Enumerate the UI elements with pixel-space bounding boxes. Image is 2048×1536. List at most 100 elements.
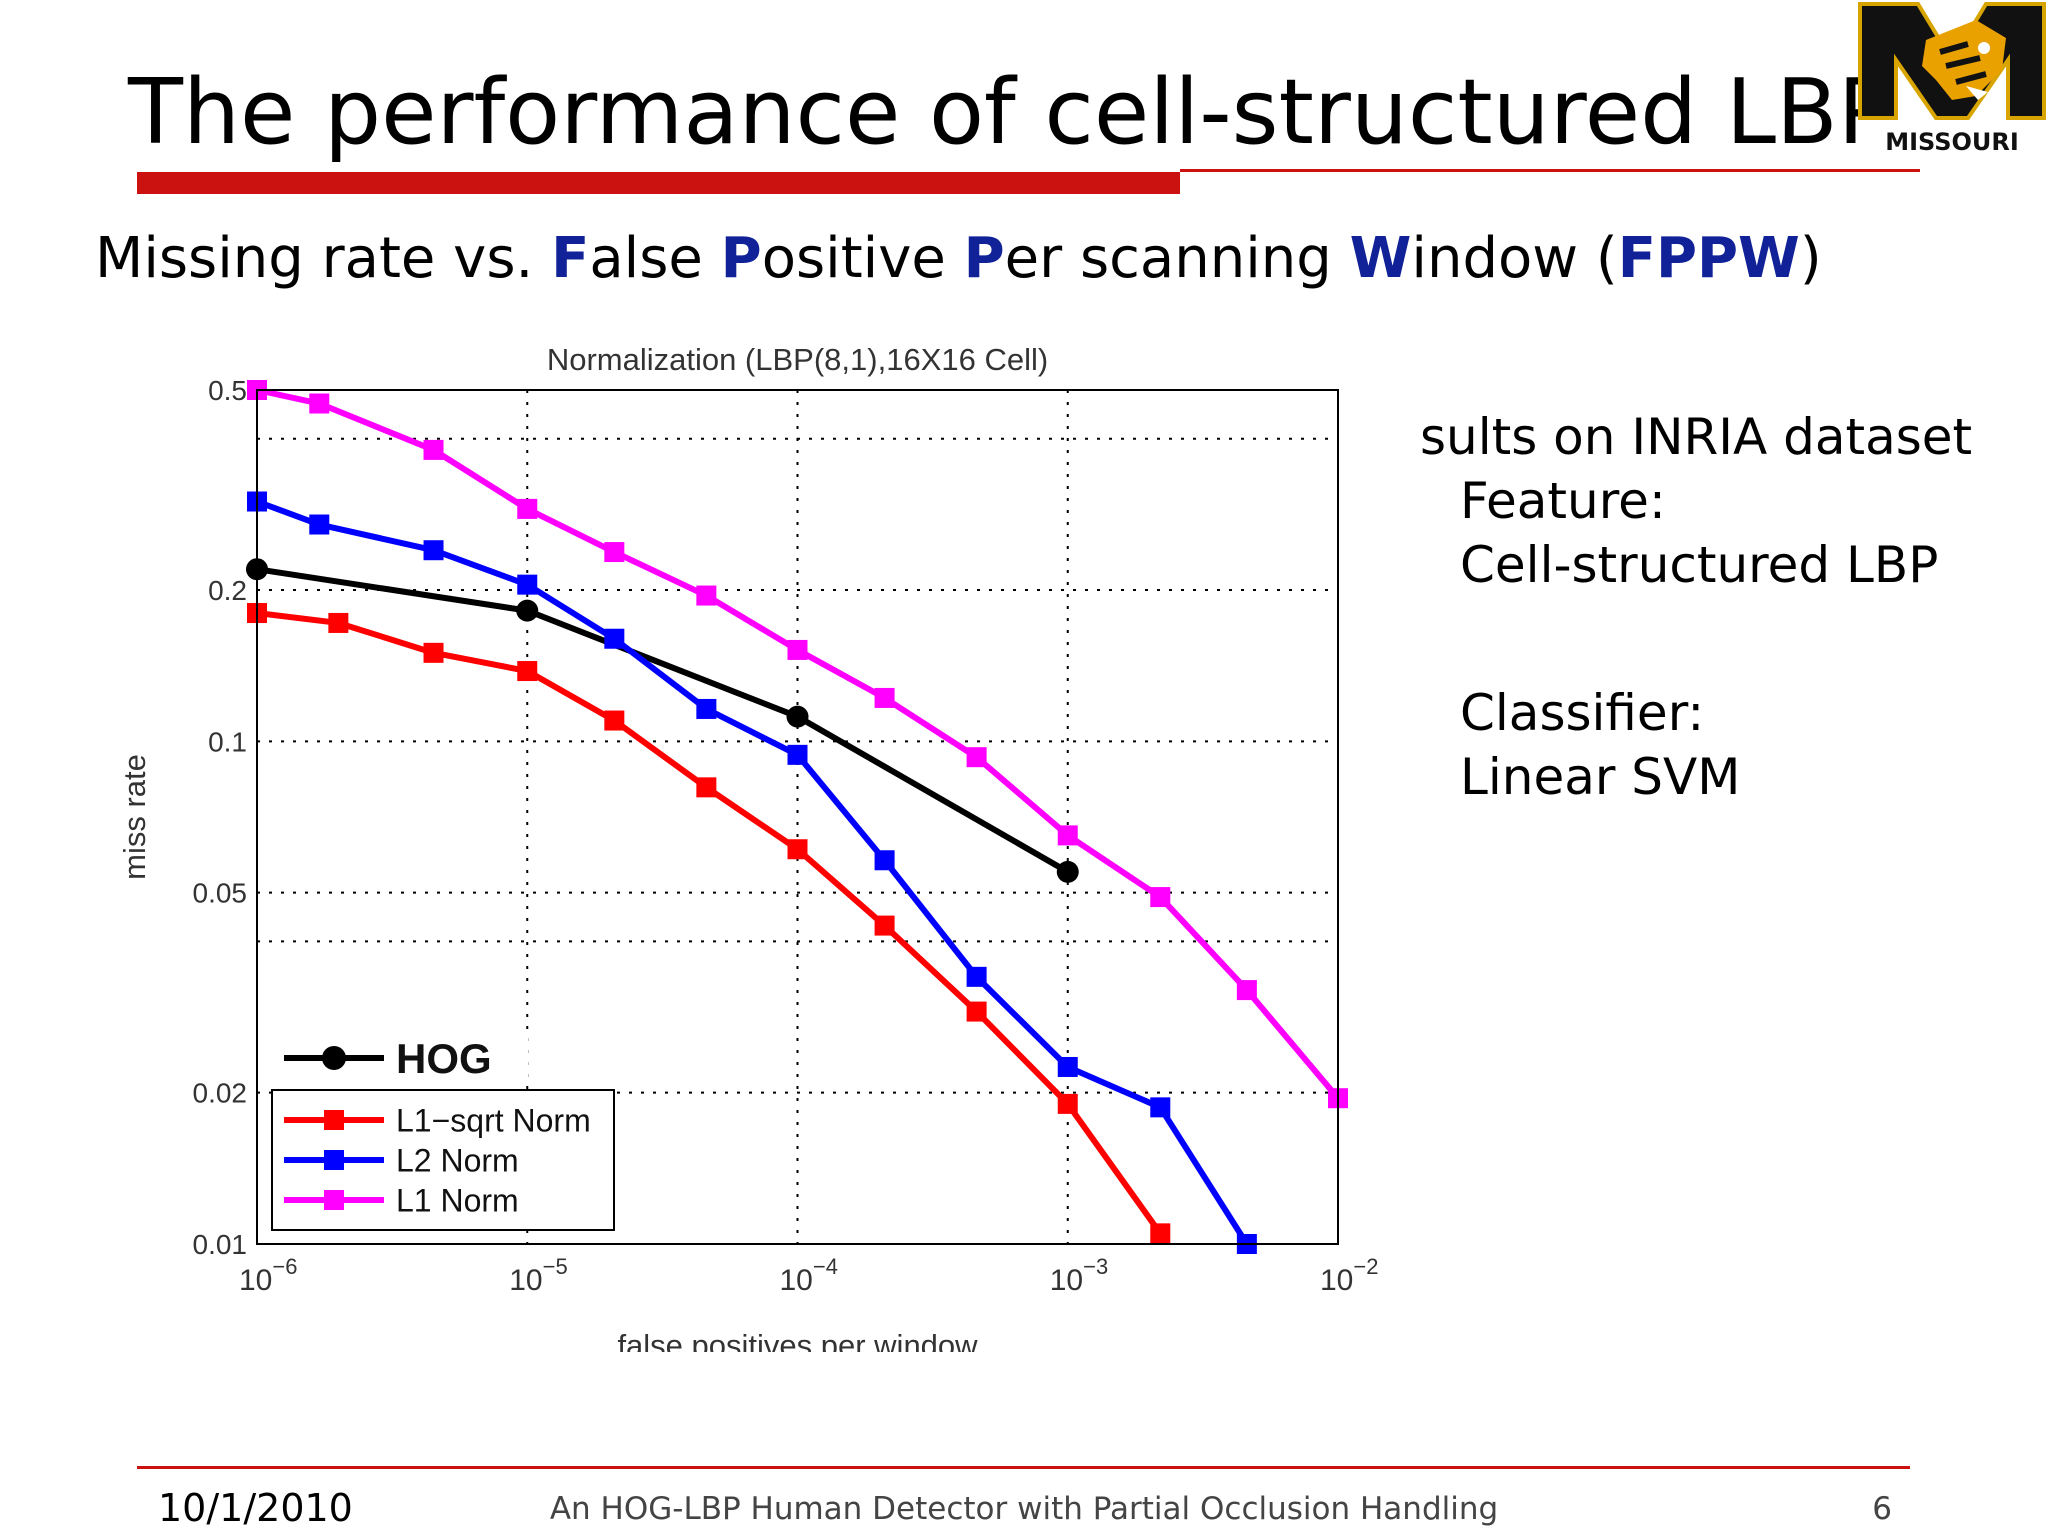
data-point bbox=[1056, 860, 1079, 883]
data-point bbox=[966, 966, 987, 987]
x-tick-base: 10 bbox=[1050, 1264, 1083, 1297]
legend-marker bbox=[324, 1150, 344, 1170]
data-point bbox=[309, 393, 330, 414]
subtitle-text: Missing rate vs. bbox=[95, 226, 552, 291]
data-point bbox=[1150, 1223, 1171, 1244]
slide-title: The performance of cell-structured LBP bbox=[128, 60, 1893, 165]
title-underline-thin bbox=[1180, 169, 1920, 172]
series-line bbox=[256, 566, 1070, 875]
side-notes: sults on INRIA dataset Feature: Cell-str… bbox=[1420, 405, 2040, 809]
x-tick-label: 10−6 bbox=[239, 1254, 297, 1297]
performance-chart: 0.010.020.050.10.20.510−6 10−5 10−4 10−3 10−… bbox=[120, 342, 1379, 1352]
x-tick-base: 10 bbox=[509, 1264, 542, 1297]
x-axis-label: false positives per window bbox=[617, 1328, 978, 1352]
logo-wordmark: MISSOURI bbox=[1885, 128, 2019, 156]
x-tick-base: 10 bbox=[1320, 1264, 1353, 1297]
x-tick-exponent: −5 bbox=[543, 1254, 568, 1279]
subtitle-highlight: F bbox=[551, 226, 590, 291]
data-point bbox=[423, 540, 444, 561]
data-point bbox=[517, 498, 538, 519]
side-gap bbox=[1420, 597, 2040, 681]
data-point bbox=[874, 850, 895, 871]
subtitle-highlight: FPPW bbox=[1617, 226, 1800, 291]
feature-label: Feature: bbox=[1460, 472, 1666, 530]
data-point bbox=[604, 628, 625, 649]
data-point bbox=[1236, 980, 1257, 1001]
y-tick-label: 0.5 bbox=[208, 375, 247, 406]
data-point bbox=[696, 698, 717, 719]
x-tick-exponent: −4 bbox=[813, 1254, 838, 1279]
legend-marker bbox=[322, 1046, 346, 1070]
subtitle-text: ) bbox=[1799, 226, 1822, 291]
slide-subtitle: Missing rate vs. False Positive Per scan… bbox=[95, 224, 1822, 294]
x-tick-exponent: −6 bbox=[272, 1254, 297, 1279]
data-point bbox=[604, 710, 625, 731]
subtitle-highlight: W bbox=[1349, 226, 1412, 291]
legend-marker bbox=[324, 1110, 344, 1130]
x-tick-label: 10−2 bbox=[1320, 1254, 1378, 1297]
data-point bbox=[874, 915, 895, 936]
footer-title: An HOG-LBP Human Detector with Partial O… bbox=[549, 1491, 1499, 1527]
y-tick-label: 0.2 bbox=[208, 575, 247, 606]
legend-label: L1 Norm bbox=[396, 1183, 519, 1219]
subtitle-text: indow ( bbox=[1411, 226, 1618, 291]
data-point bbox=[786, 705, 809, 728]
data-point bbox=[1057, 1093, 1078, 1114]
subtitle-highlight: P bbox=[963, 226, 1005, 291]
classifier-label: Classifier: bbox=[1460, 684, 1705, 742]
data-point bbox=[517, 574, 538, 595]
legend-label: HOG bbox=[396, 1035, 492, 1082]
data-point bbox=[328, 612, 349, 633]
data-point bbox=[516, 599, 539, 622]
missouri-logo: MISSOURI bbox=[1858, 2, 2046, 156]
x-tick-exponent: −2 bbox=[1353, 1254, 1378, 1279]
data-point bbox=[696, 585, 717, 606]
y-axis-label: miss rate bbox=[120, 754, 152, 880]
data-point bbox=[604, 542, 625, 563]
x-tick-base: 10 bbox=[239, 1264, 272, 1297]
subtitle-text: ositive bbox=[761, 226, 964, 291]
title-underline-bar bbox=[137, 172, 1180, 194]
series-line bbox=[255, 498, 1250, 1246]
data-point bbox=[1057, 825, 1078, 846]
y-tick-label: 0.02 bbox=[193, 1078, 248, 1109]
x-tick-label: 10−5 bbox=[509, 1254, 567, 1297]
feature-value: Cell-structured LBP bbox=[1460, 536, 1939, 594]
y-tick-label: 0.01 bbox=[193, 1229, 248, 1260]
plot-frame bbox=[256, 389, 1339, 1245]
y-tick-label: 0.05 bbox=[193, 878, 248, 909]
subtitle-text: alse bbox=[589, 226, 721, 291]
tiger-m-logo-icon bbox=[1858, 2, 2046, 120]
data-point bbox=[423, 439, 444, 460]
data-point bbox=[309, 514, 330, 535]
legend-label: L1−sqrt Norm bbox=[396, 1103, 591, 1139]
classifier-value: Linear SVM bbox=[1460, 748, 1741, 806]
subtitle-text: er scanning bbox=[1004, 226, 1350, 291]
data-point bbox=[696, 777, 717, 798]
tick-labels: 0.010.020.050.10.20.510−6 10−5 10−4 10−3 10−… bbox=[193, 375, 1379, 1297]
data-point bbox=[1150, 1097, 1171, 1118]
data-point bbox=[874, 687, 895, 708]
x-tick-label: 10−4 bbox=[780, 1254, 838, 1297]
footer-date: 10/1/2010 bbox=[158, 1486, 353, 1530]
legend-label: L2 Norm bbox=[396, 1143, 519, 1179]
data-point bbox=[1057, 1056, 1078, 1077]
subtitle-highlight: P bbox=[720, 226, 762, 291]
footer-divider bbox=[137, 1466, 1910, 1469]
data-point bbox=[966, 747, 987, 768]
legend-marker bbox=[324, 1190, 344, 1210]
data-point bbox=[966, 1001, 987, 1022]
chart-legend: HOG L1−sqrt Norm L2 Norm L1 Norm bbox=[268, 1032, 615, 1231]
x-tick-label: 10−3 bbox=[1050, 1254, 1108, 1297]
series-group bbox=[246, 380, 1348, 1254]
data-point bbox=[1150, 887, 1171, 908]
data-point bbox=[787, 839, 808, 860]
page-number: 6 bbox=[1872, 1491, 1892, 1527]
data-point bbox=[423, 642, 444, 663]
x-tick-exponent: −3 bbox=[1083, 1254, 1108, 1279]
side-heading: sults on INRIA dataset bbox=[1420, 408, 1973, 466]
data-point bbox=[787, 744, 808, 765]
chart-title: Normalization (LBP(8,1),16X16 Cell) bbox=[547, 342, 1048, 377]
y-tick-label: 0.1 bbox=[208, 726, 247, 757]
x-tick-base: 10 bbox=[780, 1264, 813, 1297]
